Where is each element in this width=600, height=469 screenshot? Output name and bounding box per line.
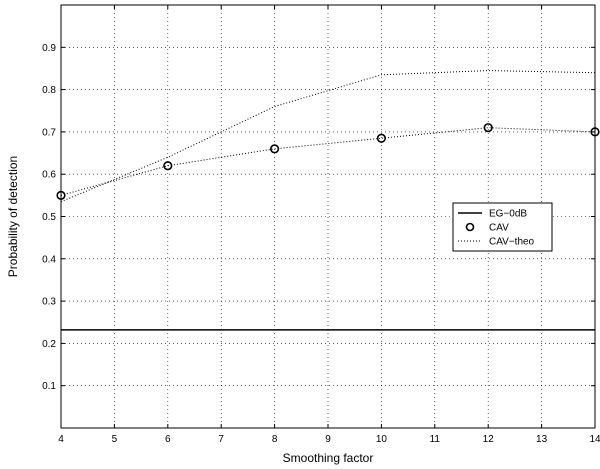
- legend-label: EG−0dB: [489, 209, 527, 220]
- y-tick-label: 0.9: [42, 43, 56, 54]
- grid-lines: [60, 5, 596, 428]
- legend: EG−0dB CAV CAV−theo: [452, 202, 553, 252]
- y-tick-label: 0.4: [42, 254, 56, 265]
- x-tick-label: 8: [272, 434, 278, 445]
- x-axis-label: Smoothing factor: [283, 451, 374, 465]
- y-tick-label: 0.3: [42, 297, 56, 308]
- y-axis-label: Probability of detection: [6, 156, 20, 277]
- legend-label: CAV: [489, 223, 509, 234]
- legend-label: CAV−theo: [489, 237, 535, 248]
- x-tick-label: 10: [376, 434, 388, 445]
- x-tick-label: 9: [325, 434, 331, 445]
- y-tick-label: 0.5: [42, 212, 56, 223]
- y-tick-label: 0.7: [42, 127, 56, 138]
- x-tick-label: 5: [112, 434, 118, 445]
- legend-marker: [465, 222, 475, 232]
- y-tick-label: 0.1: [42, 381, 56, 392]
- series-point: [483, 123, 493, 133]
- series-line: [60, 70, 596, 203]
- x-tick-label: 13: [536, 434, 548, 445]
- legend-box: [452, 202, 553, 252]
- x-tick-label: 14: [589, 434, 600, 445]
- y-tick-label: 0.6: [42, 170, 56, 181]
- axis-ticks: 4 5 6 7 8 9 10 11 12 13 14 0.1 0.2 0.3 0.4 0.5 0.6 0.7 0.8…: [42, 5, 600, 445]
- x-tick-label: 7: [218, 434, 224, 445]
- series-point: [163, 161, 173, 171]
- y-tick-label: 0.2: [42, 339, 56, 350]
- x-tick-label: 12: [483, 434, 495, 445]
- series-point: [376, 133, 387, 143]
- series-point: [270, 144, 280, 154]
- x-tick-label: 4: [58, 434, 64, 445]
- x-tick-label: 6: [165, 434, 171, 445]
- y-tick-label: 0.8: [42, 85, 56, 96]
- x-tick-label: 11: [430, 434, 441, 445]
